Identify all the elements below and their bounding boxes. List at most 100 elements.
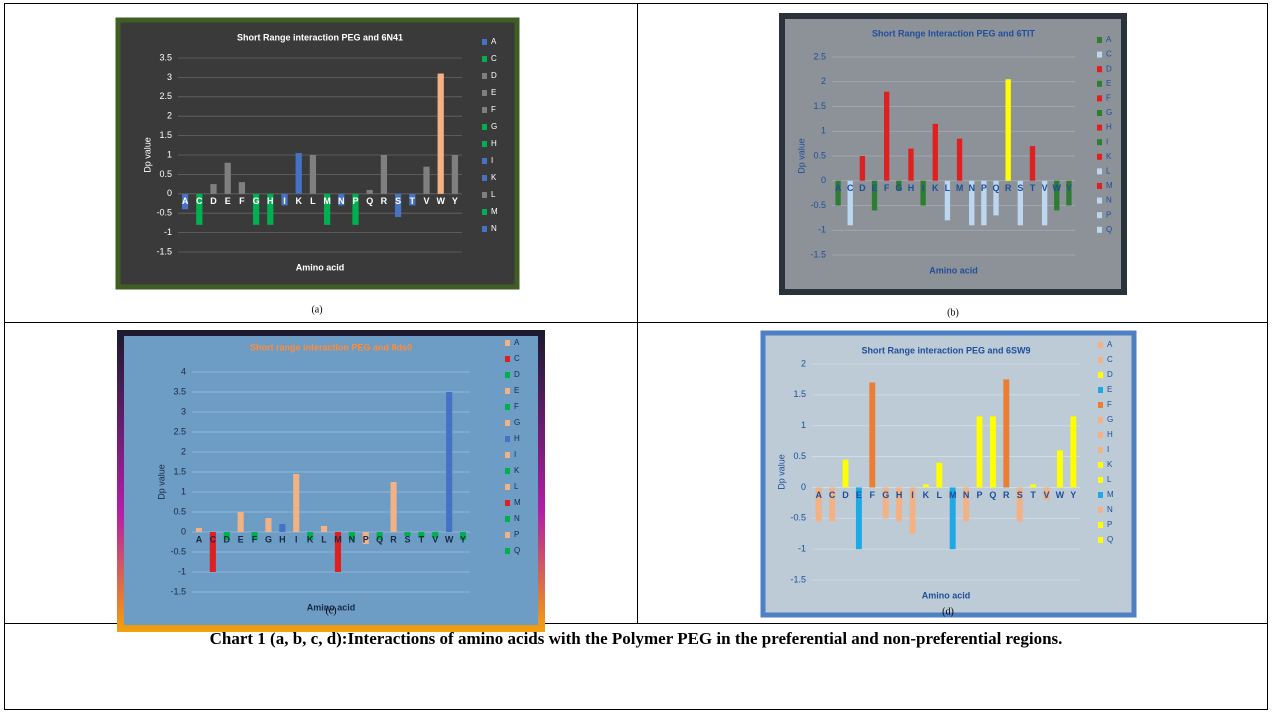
bar — [238, 182, 246, 194]
x-tick-label: M — [949, 490, 957, 500]
bar — [871, 180, 878, 211]
legend-label: H — [1106, 123, 1112, 132]
x-tick-label: T — [1030, 183, 1036, 193]
bar — [829, 487, 836, 522]
legend-swatch — [1098, 522, 1103, 528]
y-tick-label: -1.5 — [790, 574, 806, 584]
bar — [295, 153, 302, 194]
legend-label: Q — [1106, 225, 1112, 234]
y-tick-label: 2.5 — [159, 91, 172, 101]
bar — [909, 487, 916, 534]
bar — [896, 487, 903, 522]
x-tick-label: Q — [989, 490, 996, 500]
x-tick-label: Y — [1066, 183, 1072, 193]
legend-swatch — [505, 516, 510, 522]
legend-label: E — [1107, 385, 1112, 394]
y-tick-label: 2.5 — [813, 51, 826, 61]
x-tick-label: M — [956, 183, 964, 193]
x-tick-label: M — [334, 534, 342, 544]
bar — [908, 148, 914, 181]
bar — [279, 524, 286, 532]
y-tick-label: -0.5 — [810, 200, 826, 210]
legend-label: F — [491, 105, 496, 114]
x-tick-label: K — [307, 534, 314, 544]
y-axis-title: Dp value — [142, 137, 152, 173]
bar — [896, 180, 902, 191]
legend-label: A — [491, 37, 497, 46]
bar — [224, 162, 231, 194]
legend-label: D — [1107, 370, 1113, 379]
y-tick-label: 0.5 — [813, 150, 826, 160]
x-tick-label: K — [923, 490, 930, 500]
bar — [869, 382, 876, 488]
legend-swatch — [1098, 492, 1103, 498]
bar — [1054, 180, 1060, 211]
x-tick-label: G — [895, 183, 902, 193]
y-tick-label: 1.5 — [813, 101, 826, 111]
subfigure-label: (d) — [942, 606, 954, 617]
chart-frame — [115, 17, 520, 290]
x-tick-label: A — [835, 183, 842, 193]
chart-title: Short Range interaction PEG and 6N41 — [237, 32, 403, 42]
x-tick-label: T — [410, 196, 416, 206]
x-tick-label: V — [423, 196, 429, 206]
bar — [209, 532, 216, 572]
x-tick-label: F — [884, 183, 890, 193]
x-tick-label: R — [1005, 183, 1012, 193]
x-axis-title: Amino acid — [929, 265, 978, 275]
bar — [1030, 484, 1037, 488]
legend-swatch — [1098, 432, 1103, 438]
y-tick-label: 3.5 — [159, 52, 172, 62]
y-axis-title: Dp value — [796, 138, 806, 174]
x-tick-label: H — [267, 196, 274, 206]
chart-title: Short range interaction PEG and 8ds0 — [250, 342, 412, 352]
bar — [1016, 487, 1023, 522]
x-tick-label: F — [239, 196, 245, 206]
legend-label: C — [491, 54, 497, 63]
bar — [922, 484, 929, 488]
y-axis-title: Dp value — [776, 454, 786, 490]
y-tick-label: -1.5 — [156, 246, 172, 256]
legend-label: E — [514, 386, 519, 395]
legend-label: I — [1106, 137, 1108, 146]
x-tick-label: V — [432, 534, 438, 544]
x-tick-label: H — [896, 490, 903, 500]
y-tick-label: 4 — [181, 366, 186, 376]
bar — [1029, 146, 1036, 181]
legend-swatch — [1098, 537, 1103, 543]
legend-swatch — [505, 500, 510, 506]
x-tick-label: G — [253, 196, 260, 206]
x-tick-label: C — [829, 490, 836, 500]
legend-label: F — [1106, 94, 1111, 103]
bar — [376, 532, 383, 540]
legend-swatch — [1098, 402, 1103, 408]
x-tick-label: L — [945, 183, 951, 193]
legend-swatch — [1097, 37, 1102, 43]
x-tick-label: Q — [366, 196, 373, 206]
legend-swatch — [1098, 477, 1103, 483]
chart-frame — [760, 330, 1137, 618]
legend-swatch — [1097, 183, 1102, 189]
legend-label: E — [1106, 79, 1111, 88]
y-tick-label: -1.5 — [170, 586, 186, 596]
y-tick-label: 1.5 — [793, 389, 806, 399]
x-tick-label: T — [419, 534, 425, 544]
legend-swatch — [1097, 51, 1102, 58]
bar — [956, 138, 963, 181]
legend-swatch — [1097, 66, 1102, 73]
legend-label: C — [514, 354, 520, 363]
x-tick-label: H — [908, 183, 915, 193]
x-tick-label: S — [404, 534, 410, 544]
bar — [981, 180, 987, 226]
legend-swatch — [505, 468, 510, 474]
legend-swatch — [505, 420, 510, 426]
x-tick-label: P — [352, 196, 358, 206]
x-tick-label: F — [252, 534, 258, 544]
y-tick-label: 2 — [181, 446, 186, 456]
bar — [265, 518, 272, 532]
bar — [293, 474, 300, 532]
y-tick-label: 0 — [167, 188, 172, 198]
x-tick-label: R — [381, 196, 388, 206]
x-tick-label: N — [963, 490, 970, 500]
